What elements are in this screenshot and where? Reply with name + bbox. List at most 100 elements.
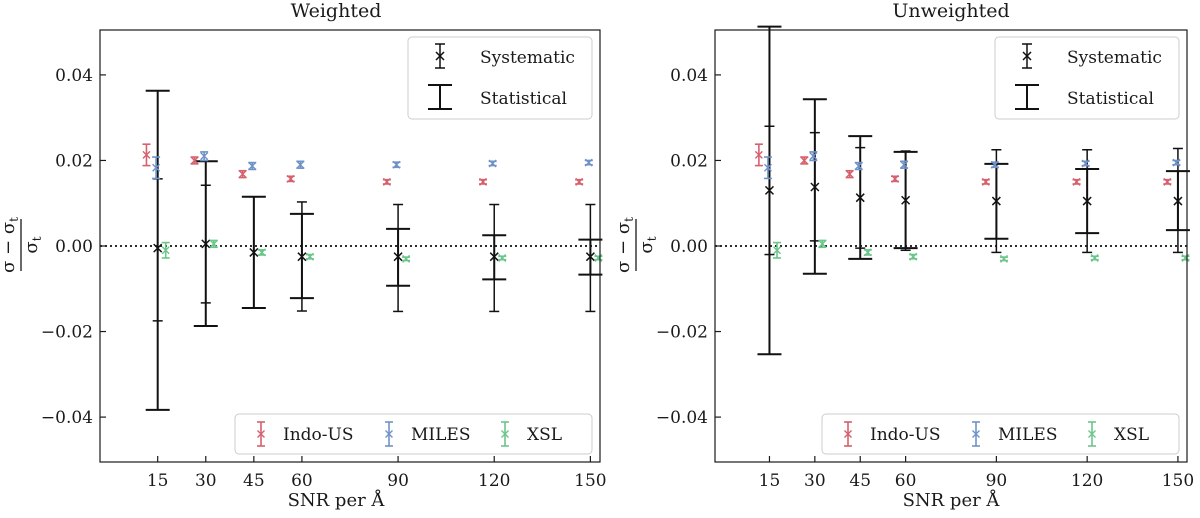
miles-point (900, 160, 909, 169)
legend-systematic-marker (435, 43, 445, 69)
x-tick-label: 60 (895, 471, 917, 491)
legend-series-point (257, 430, 265, 438)
xsl-point (257, 248, 266, 257)
legend-indo-us-label: Indo-US (870, 425, 941, 445)
miles-point (296, 160, 305, 169)
legend-systematic-marker (1022, 43, 1032, 69)
legend-lower-box (234, 413, 593, 455)
miles-point (152, 163, 161, 172)
miles-point (1172, 158, 1181, 167)
x-tick-label: 45 (849, 471, 871, 491)
indo-us-point (754, 150, 763, 159)
legend-systematic-point (1022, 51, 1032, 61)
miles-point (488, 159, 497, 168)
legend-upper-box (994, 36, 1180, 120)
indo-us-point (479, 177, 488, 186)
legend-upper: Systematic Statistical (407, 36, 593, 120)
indo-us-point (981, 177, 990, 186)
x-tick-label: 150 (1162, 471, 1194, 491)
x-tick-label: 15 (759, 471, 781, 491)
systematic-point (855, 193, 865, 203)
legend-statistical-label: Statistical (1067, 89, 1154, 109)
legend-systematic-label: Systematic (480, 48, 575, 68)
panel-title: Unweighted (892, 0, 1009, 22)
indo-us-point (1163, 177, 1172, 186)
indo-us-point (800, 156, 809, 165)
indo-us-point (190, 156, 199, 165)
y-axis-label: σ − σt σt (0, 217, 44, 273)
miles-point (990, 160, 999, 169)
y-axis-label: σ − σt σt (613, 217, 659, 273)
legend-series-point (1088, 430, 1096, 438)
legend-upper: Systematic Statistical (994, 36, 1180, 120)
axes-frame (99, 29, 601, 463)
systematic-point (1082, 196, 1092, 206)
legend-lower-box (821, 413, 1180, 455)
indo-us-point (891, 174, 900, 183)
miles-point (392, 160, 401, 169)
miles-point (1081, 159, 1090, 168)
y-tick-label: 0.02 (670, 151, 708, 171)
legend-statistical-label: Statistical (480, 89, 567, 109)
indo-us-point (575, 177, 584, 186)
systematic-point (297, 252, 307, 262)
plot-area: −0.04 −0.02 0.00 0.02 0.04 15 30 45 60 90 120 150 (41, 66, 607, 491)
legend-indo-us-marker (844, 421, 852, 447)
systematic-point (764, 185, 774, 195)
systematic-point (991, 196, 1001, 206)
legend-systematic-label: Systematic (1067, 48, 1162, 68)
miles-point (584, 158, 593, 167)
y-label-numerator: σ − σt (613, 217, 636, 273)
y-tick-label: −0.02 (41, 323, 93, 343)
x-axis-label: SNR per Å (903, 489, 1001, 511)
legend-miles-marker (972, 421, 980, 447)
panel-weighted: Weighted σ − σt σt SNR per Å −0.04 −0.02 0… (0, 0, 607, 511)
systematic-point (901, 195, 911, 205)
legend-upper-box (407, 36, 593, 120)
y-tick-label: 0.04 (55, 66, 93, 86)
panel-unweighted: Unweighted σ − σt σt SNR per Å −0.04−0.0… (613, 0, 1194, 511)
xsl-point (818, 239, 827, 248)
y-label-numerator: σ − σt (0, 217, 21, 273)
miles-point (248, 162, 257, 171)
indo-us-point (238, 170, 247, 179)
indo-us-point (286, 174, 295, 183)
y-tick-label: −0.02 (656, 323, 708, 343)
xsl-point (594, 253, 603, 262)
y-tick-label: 0.04 (670, 66, 708, 86)
legend-systematic-point (435, 51, 445, 61)
indo-us-point (382, 177, 391, 186)
xsl-point (863, 248, 872, 257)
legend-indo-us-label: Indo-US (283, 425, 354, 445)
y-tick-label: 0.00 (670, 237, 708, 257)
x-tick-label: 120 (1071, 471, 1103, 491)
legend-series-point (844, 430, 852, 438)
x-tick-label: 90 (986, 471, 1008, 491)
indo-us-point (1072, 177, 1081, 186)
systematic-point (810, 182, 820, 192)
legend-lower: Indo-US MILES XSL (821, 413, 1180, 455)
indo-us-point (845, 170, 854, 179)
legend-miles-label: MILES (411, 425, 470, 445)
xsl-point (999, 254, 1008, 263)
panel-title: Weighted (291, 0, 382, 22)
systematic-point (153, 243, 163, 253)
x-tick-label: 30 (804, 471, 826, 491)
legend-series-point (501, 430, 509, 438)
legend-indo-us-marker (257, 421, 265, 447)
y-tick-label: −0.04 (41, 408, 93, 428)
x-tick-label: 45 (243, 471, 265, 491)
xsl-point (161, 246, 170, 255)
legend-statistical-marker (1015, 84, 1039, 110)
xsl-point (209, 239, 218, 248)
x-axis-label: SNR per Å (288, 489, 386, 511)
y-tick-label: 0.02 (55, 151, 93, 171)
legend-miles-marker (385, 421, 393, 447)
x-tick-label: 120 (478, 471, 510, 491)
legend-xsl-label: XSL (527, 425, 562, 445)
x-tick-label: 90 (387, 471, 409, 491)
x-tick-label: 60 (291, 471, 313, 491)
legend-lower: Indo-US MILES XSL (234, 413, 593, 455)
x-tick-label: 30 (195, 471, 217, 491)
